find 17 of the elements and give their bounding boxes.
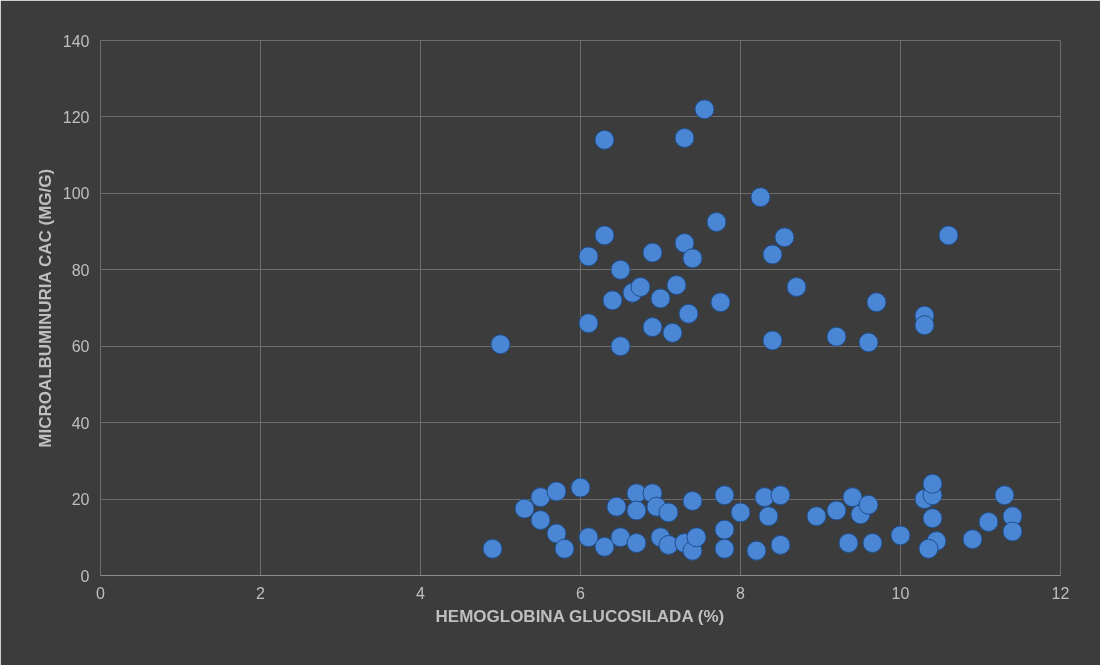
y-tick-label: 60 bbox=[71, 338, 90, 356]
y-tick-label: 0 bbox=[80, 567, 90, 585]
y-tick-label: 140 bbox=[62, 32, 90, 50]
x-tick-label: 8 bbox=[736, 584, 746, 602]
y-tick-label: 40 bbox=[71, 414, 90, 432]
y-tick-label: 120 bbox=[62, 108, 90, 126]
y-tick-label: 100 bbox=[62, 185, 90, 203]
x-tick-label: 6 bbox=[576, 584, 586, 602]
x-tick-label: 2 bbox=[256, 584, 266, 602]
x-tick-label: 10 bbox=[891, 584, 910, 602]
y-tick-label: 80 bbox=[71, 261, 90, 279]
x-tick-label: 12 bbox=[1051, 584, 1070, 602]
x-axis-title: HEMOGLOBINA GLUCOSILADA (%) bbox=[435, 606, 725, 626]
y-axis-title: MICROALBUMINURIA CAC (MG/G) bbox=[35, 168, 55, 448]
x-tick-label: 4 bbox=[416, 584, 426, 602]
x-tick-label: 0 bbox=[96, 584, 106, 602]
y-tick-label: 20 bbox=[71, 491, 90, 509]
